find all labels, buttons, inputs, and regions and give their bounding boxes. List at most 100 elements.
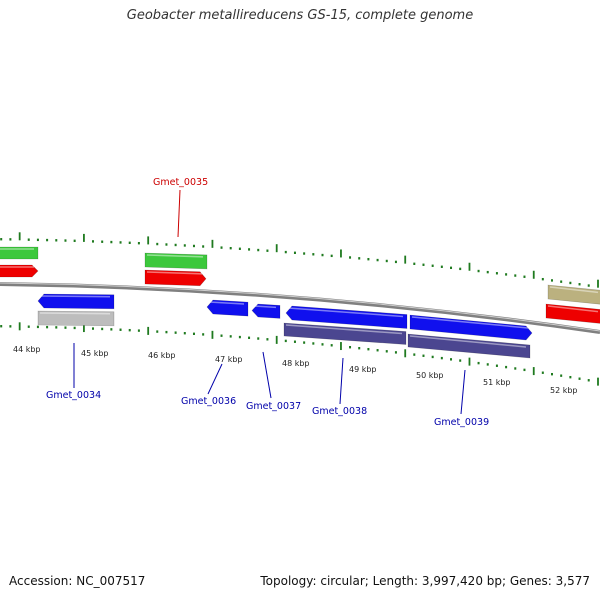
genome-backbone	[0, 282, 600, 334]
inner-minor-tick	[293, 340, 296, 343]
cds-blue-0039[interactable]	[409, 314, 533, 341]
outer-minor-tick	[321, 253, 324, 257]
cds-navy-0039[interactable]	[407, 333, 531, 359]
cds-red-0035[interactable]	[144, 269, 207, 287]
outer-minor-tick	[0, 238, 3, 241]
outer-minor-tick	[284, 250, 287, 254]
leader-gmet-0039	[460, 369, 466, 415]
cds-blue-0039-highlight	[411, 316, 529, 329]
gene-label-gmet-0037[interactable]: Gmet_0037	[246, 401, 301, 412]
cds-gray-0034-highlight	[39, 312, 111, 315]
outer-minor-tick	[312, 253, 315, 256]
outer-minor-tick	[486, 270, 489, 274]
outer-minor-tick	[358, 257, 361, 260]
ruler-label-49: 49 kbp	[349, 365, 377, 374]
inner-minor-tick	[578, 377, 581, 380]
cds-blue-0036[interactable]	[206, 299, 249, 317]
outer-minor-tick	[431, 264, 434, 267]
outer-minor-tick	[27, 238, 30, 241]
inner-minor-tick	[9, 325, 12, 328]
inner-minor-tick	[477, 361, 480, 365]
inner-minor-tick	[569, 375, 572, 379]
inner-minor-tick	[156, 330, 159, 333]
outer-major-tick	[147, 236, 150, 245]
outer-major-tick	[597, 279, 599, 288]
inner-minor-tick	[119, 328, 122, 331]
outer-minor-tick	[73, 239, 76, 243]
cds-blue-0037-highlight	[253, 305, 277, 309]
cds-red-left[interactable]	[0, 264, 39, 278]
outer-minor-tick	[248, 248, 251, 251]
cds-navy-0038[interactable]	[283, 322, 407, 345]
outer-minor-tick	[578, 283, 581, 286]
inner-minor-tick	[560, 374, 563, 377]
accession-text: Accession: NC_007517	[9, 574, 146, 588]
inner-minor-tick	[312, 342, 315, 345]
outer-minor-tick	[110, 240, 113, 244]
outer-minor-tick	[293, 251, 296, 254]
outer-minor-tick	[92, 240, 94, 243]
ruler-labels: 44 kbp 45 kbp 46 kbp 47 kbp 48 kbp 49 kb…	[13, 345, 578, 395]
inner-minor-tick	[587, 379, 590, 382]
cds-navy-0038-highlight	[285, 324, 403, 335]
label-leader-lines	[73, 189, 466, 415]
cds-khaki-right[interactable]	[547, 284, 600, 305]
outer-minor-tick	[505, 273, 508, 276]
ruler-label-44: 44 kbp	[13, 345, 41, 354]
ruler-label-51: 51 kbp	[483, 378, 511, 387]
gene-label-gmet-0038[interactable]: Gmet_0038	[312, 406, 367, 417]
gene-label-gmet-0034[interactable]: Gmet_0034	[46, 390, 101, 401]
outer-minor-tick	[266, 249, 269, 252]
inner-minor-tick	[192, 332, 195, 336]
inner-minor-tick	[367, 348, 370, 351]
inner-minor-tick	[394, 351, 397, 354]
inner-minor-tick	[551, 372, 553, 376]
outer-minor-tick	[238, 247, 241, 250]
inner-minor-tick	[495, 364, 498, 367]
inner-minor-tick	[27, 325, 30, 328]
outer-minor-tick	[64, 239, 67, 242]
inner-minor-tick	[137, 329, 140, 332]
outer-minor-tick	[229, 246, 232, 250]
outer-minor-tick	[101, 240, 104, 243]
outer-minor-tick	[459, 267, 462, 271]
outer-minor-tick	[523, 275, 526, 278]
leader-gmet-0037	[262, 351, 272, 399]
inner-minor-tick	[248, 336, 251, 339]
inner-minor-tick	[36, 325, 39, 329]
outer-minor-tick	[560, 280, 563, 283]
gene-label-gmet-0039[interactable]: Gmet_0039	[434, 417, 489, 428]
outer-minor-tick	[156, 242, 159, 246]
inner-minor-tick	[229, 335, 232, 338]
inner-minor-tick	[459, 359, 462, 362]
gene-label-gmet-0036[interactable]: Gmet_0036	[181, 396, 236, 407]
inner-tick-ring	[0, 322, 599, 386]
inner-minor-tick	[450, 358, 453, 361]
inner-minor-tick	[165, 330, 168, 334]
cds-green-left[interactable]	[0, 246, 39, 260]
cds-blue-0037[interactable]	[251, 303, 281, 319]
inner-minor-tick	[128, 328, 131, 332]
inner-major-tick	[211, 330, 214, 339]
cds-blue-0038[interactable]	[285, 305, 408, 329]
inner-minor-tick	[46, 325, 49, 329]
inner-minor-tick	[514, 367, 517, 370]
cds-gray-0034[interactable]	[37, 310, 115, 327]
inner-major-tick	[83, 324, 85, 333]
cds-red-right[interactable]	[545, 303, 600, 324]
genome-summary-text: Topology: circular; Length: 3,997,420 bp…	[260, 574, 590, 588]
inner-minor-tick	[431, 355, 434, 359]
outer-minor-tick	[220, 246, 223, 249]
cds-blue-0034[interactable]	[37, 293, 115, 310]
outer-minor-tick	[257, 248, 260, 252]
outer-minor-tick	[450, 266, 453, 270]
cds-green-0035[interactable]	[144, 252, 208, 270]
outer-major-tick	[211, 239, 214, 248]
inner-minor-tick	[110, 328, 113, 331]
outer-major-tick	[404, 255, 407, 264]
outer-minor-tick	[541, 277, 544, 281]
outer-minor-tick	[192, 244, 195, 248]
outer-minor-tick	[349, 256, 352, 259]
gene-label-gmet-0035[interactable]: Gmet_0035	[153, 177, 208, 188]
